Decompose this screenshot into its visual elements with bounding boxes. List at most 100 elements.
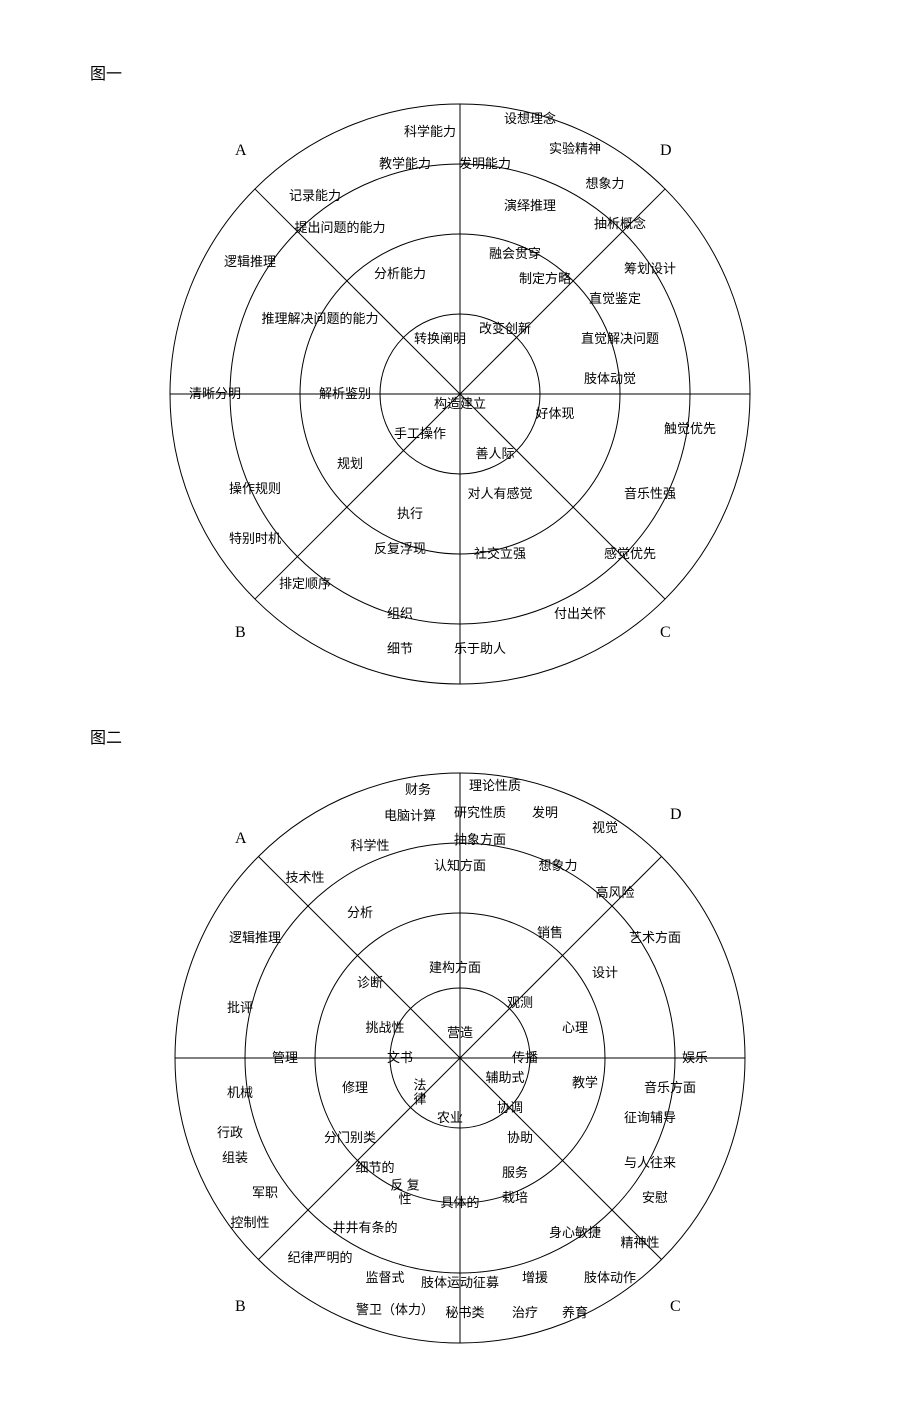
- term-label: 执行: [397, 507, 423, 521]
- term-label: 服务: [502, 1166, 528, 1180]
- term-label: 营造: [447, 1026, 473, 1040]
- term-label: 感觉优先: [604, 547, 656, 561]
- term-label: 教学能力: [379, 157, 431, 171]
- term-label: 精神性: [620, 1236, 659, 1250]
- term-label: 反 复性: [390, 1179, 419, 1208]
- term-label: 设想理念: [504, 112, 556, 126]
- term-label: 修理: [342, 1081, 368, 1095]
- term-label: 身心敏捷: [549, 1226, 601, 1240]
- term-label: 实验精神: [549, 142, 601, 156]
- term-label: 演绎推理: [504, 199, 556, 213]
- term-label: 肢体动作: [584, 1271, 636, 1285]
- term-label: 规划: [337, 457, 363, 471]
- term-label: 机械: [227, 1086, 253, 1100]
- term-label: 改变创新: [479, 322, 531, 336]
- term-label: 传播: [512, 1051, 538, 1065]
- figure-2-svg: [160, 758, 760, 1358]
- figure-2-title: 图二: [90, 724, 880, 748]
- term-label: 特别时机: [229, 532, 281, 546]
- term-label: 娱乐: [682, 1051, 708, 1065]
- term-label: 逻辑推理: [229, 931, 281, 945]
- term-label: 心理: [562, 1021, 588, 1035]
- term-label: 观测: [507, 996, 533, 1010]
- term-label: 肢体运动征募: [421, 1276, 499, 1290]
- term-label: 发明能力: [459, 157, 511, 171]
- term-label: 分析能力: [374, 267, 426, 281]
- term-label: 安慰: [642, 1191, 668, 1205]
- term-label: 直觉解决问题: [581, 332, 659, 346]
- term-label: 辅助式: [485, 1071, 524, 1085]
- term-label: 乐于助人: [454, 642, 506, 656]
- corner-label-B: B: [235, 624, 246, 642]
- term-label: 协助: [507, 1131, 533, 1145]
- term-label: 想象力: [585, 177, 624, 191]
- term-label: 技术性: [285, 871, 324, 885]
- term-label: 认知方面: [434, 859, 486, 873]
- term-label: 转换阐明: [414, 332, 466, 346]
- term-label: 抽象方面: [454, 833, 506, 847]
- term-label: 农业: [437, 1111, 463, 1125]
- term-label: 组织: [387, 607, 413, 621]
- term-label: 抽析概念: [594, 217, 646, 231]
- term-label: 善人际: [475, 447, 514, 461]
- term-label: 增援: [522, 1271, 548, 1285]
- term-label: 法律: [413, 1079, 426, 1108]
- term-label: 警卫（体力）: [356, 1303, 434, 1317]
- figure-1-svg: [160, 94, 760, 694]
- term-label: 栽培: [502, 1191, 528, 1205]
- term-label: 科学能力: [404, 125, 456, 139]
- term-label: 推理解决问题的能力: [261, 312, 378, 326]
- term-label: 组装: [222, 1151, 248, 1165]
- term-label: 融会贯穿: [489, 247, 541, 261]
- term-label: 控制性: [230, 1216, 269, 1230]
- term-label: 细节: [387, 642, 413, 656]
- term-label: 与人往来: [624, 1156, 676, 1170]
- term-label: 细节的: [355, 1161, 394, 1175]
- term-label: 秘书类: [445, 1306, 484, 1320]
- term-label: 养育: [562, 1306, 588, 1320]
- term-label: 构造建立: [434, 397, 486, 411]
- term-label: 触觉优先: [664, 422, 716, 436]
- term-label: 行政: [217, 1126, 243, 1140]
- term-label: 财务: [405, 783, 431, 797]
- term-label: 具体的: [440, 1196, 479, 1210]
- term-label: 筹划设计: [624, 262, 676, 276]
- term-label: 电脑计算: [384, 809, 436, 823]
- term-label: 发明: [532, 806, 558, 820]
- corner-label-D: D: [670, 806, 682, 824]
- term-label: 井井有条的: [332, 1221, 397, 1235]
- corner-label-D: D: [660, 142, 672, 160]
- term-label: 管理: [272, 1051, 298, 1065]
- corner-label-B: B: [235, 1298, 246, 1316]
- term-label: 付出关怀: [554, 607, 606, 621]
- term-label: 操作规则: [229, 482, 281, 496]
- term-label: 艺术方面: [629, 931, 681, 945]
- term-label: 记录能力: [289, 189, 341, 203]
- corner-label-A: A: [235, 830, 247, 848]
- term-label: 音乐性强: [624, 487, 676, 501]
- term-label: 对人有感觉: [467, 487, 532, 501]
- term-label: 征询辅导: [624, 1111, 676, 1125]
- figure-1-diagram: A B C D 科学能力教学能力记录能力提出问题的能力逻辑推理分析能力推理解决问…: [160, 94, 760, 694]
- term-label: 解析鉴别: [319, 387, 371, 401]
- term-label: 诊断: [357, 976, 383, 990]
- term-label: 逻辑推理: [224, 255, 276, 269]
- corner-label-A: A: [235, 142, 247, 160]
- figure-1-title: 图一: [90, 60, 880, 84]
- corner-label-C: C: [670, 1298, 681, 1316]
- term-label: 协调: [497, 1101, 523, 1115]
- term-label: 分门别类: [324, 1131, 376, 1145]
- term-label: 排定顺序: [279, 577, 331, 591]
- term-label: 研究性质: [454, 806, 506, 820]
- term-label: 清晰分明: [189, 387, 241, 401]
- term-label: 理论性质: [469, 779, 521, 793]
- term-label: 直觉鉴定: [589, 292, 641, 306]
- term-label: 销售: [537, 926, 563, 940]
- term-label: 高风险: [595, 886, 634, 900]
- term-label: 教学: [572, 1076, 598, 1090]
- term-label: 好体现: [535, 407, 574, 421]
- term-label: 治疗: [512, 1306, 538, 1320]
- term-label: 手工操作: [394, 427, 446, 441]
- term-label: 音乐方面: [644, 1081, 696, 1095]
- term-label: 提出问题的能力: [294, 221, 385, 235]
